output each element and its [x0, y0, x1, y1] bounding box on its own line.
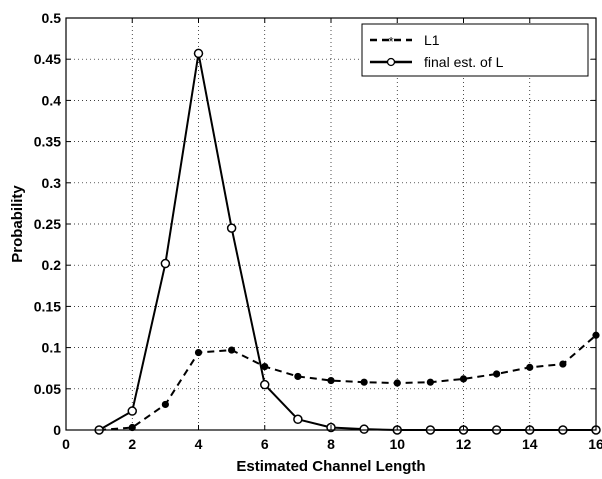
legend-label-2: final est. of L — [424, 54, 504, 70]
data-point — [294, 372, 302, 381]
y-tick-label: 0.35 — [34, 134, 61, 150]
y-tick-label: 0 — [53, 422, 61, 438]
data-point — [493, 370, 501, 378]
data-point — [261, 362, 269, 371]
data-point — [459, 375, 468, 383]
x-tick-label: 12 — [456, 436, 472, 452]
data-point — [526, 363, 534, 371]
x-tick-label: 0 — [62, 436, 70, 452]
data-point — [426, 378, 434, 386]
legend-box — [361, 23, 589, 77]
data-point — [127, 406, 137, 416]
x-tick-label: 2 — [128, 436, 136, 452]
x-tick-label: 6 — [261, 436, 269, 452]
x-tick-label: 4 — [195, 436, 203, 452]
data-point — [228, 346, 236, 354]
data-point — [160, 258, 171, 269]
legend-label-1: L1 — [424, 32, 440, 48]
y-tick-label: 0.4 — [42, 92, 62, 108]
legend-marker: * — [388, 34, 393, 49]
axes: 0 2 4 6 8 10 12 14 16 0 0.05 0.1 0.15 0.2 0.25 0.3 0.35 0… — [34, 10, 602, 452]
data-point — [293, 414, 303, 425]
y-tick-label: 0.3 — [42, 175, 62, 191]
legend: * L1 final est. of L — [361, 23, 589, 77]
x-tick-label: 14 — [522, 436, 538, 452]
data-point — [327, 376, 335, 385]
data-point — [226, 223, 237, 233]
series-line-1 — [99, 334, 597, 431]
legend-marker — [386, 57, 396, 67]
data-point — [161, 400, 169, 409]
y-tick-label: 0.5 — [42, 10, 62, 26]
x-tick-label: 16 — [588, 436, 602, 452]
y-tick-label: 0.1 — [42, 340, 62, 356]
data-point — [193, 48, 204, 59]
data-point — [359, 424, 369, 434]
x-tick-label: 8 — [327, 436, 335, 452]
y-tick-label: 0.05 — [34, 381, 61, 397]
data-point — [360, 378, 368, 386]
data-point — [194, 348, 203, 357]
x-axis-label: Estimated Channel Length — [236, 458, 425, 474]
y-tick-label: 0.25 — [34, 216, 61, 232]
data-point — [260, 379, 270, 390]
y-axis-label: Probability — [9, 185, 26, 263]
y-tick-label: 0.2 — [42, 257, 62, 273]
x-tick-label: 10 — [389, 436, 405, 452]
data-point — [559, 360, 567, 368]
y-tick-label: 0.15 — [34, 298, 61, 314]
y-tick-label: 0.45 — [34, 51, 61, 67]
grid — [66, 18, 596, 430]
data-point — [393, 379, 401, 387]
